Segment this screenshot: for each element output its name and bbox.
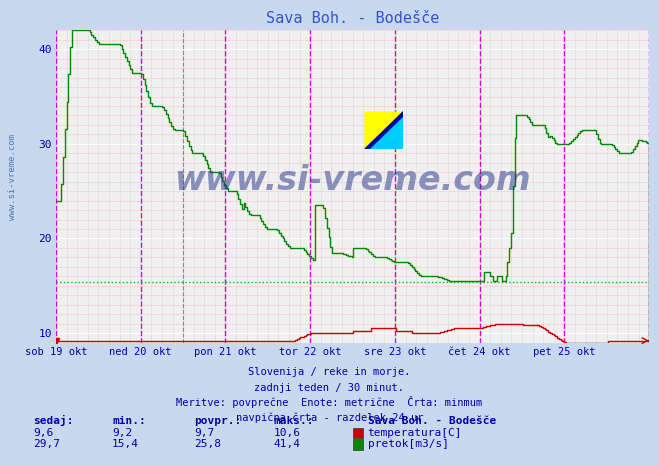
Text: 41,4: 41,4 <box>273 439 301 449</box>
Text: Slovenija / reke in morje.: Slovenija / reke in morje. <box>248 367 411 377</box>
Title: Sava Boh. - Bodešče: Sava Boh. - Bodešče <box>266 11 440 27</box>
Text: zadnji teden / 30 minut.: zadnji teden / 30 minut. <box>254 383 405 392</box>
Polygon shape <box>364 111 403 149</box>
Polygon shape <box>364 111 403 149</box>
Text: www.si-vreme.com: www.si-vreme.com <box>8 134 17 220</box>
Text: Sava Boh. - Bodešče: Sava Boh. - Bodešče <box>368 416 496 426</box>
Text: temperatura[C]: temperatura[C] <box>368 428 462 438</box>
Text: 10,6: 10,6 <box>273 428 301 438</box>
Text: min.:: min.: <box>112 416 146 426</box>
Text: 29,7: 29,7 <box>33 439 60 449</box>
Text: 25,8: 25,8 <box>194 439 221 449</box>
Text: 15,4: 15,4 <box>112 439 139 449</box>
Text: 9,2: 9,2 <box>112 428 132 438</box>
Text: 9,6: 9,6 <box>33 428 53 438</box>
Polygon shape <box>370 117 403 149</box>
Polygon shape <box>364 130 384 149</box>
Text: povpr.:: povpr.: <box>194 416 242 426</box>
Text: navpična črta - razdelek 24 ur: navpična črta - razdelek 24 ur <box>236 413 423 423</box>
Text: www.si-vreme.com: www.si-vreme.com <box>174 164 531 197</box>
Text: 9,7: 9,7 <box>194 428 215 438</box>
Text: pretok[m3/s]: pretok[m3/s] <box>368 439 449 449</box>
Text: maks.:: maks.: <box>273 416 314 426</box>
Text: Meritve: povprečne  Enote: metrične  Črta: minmum: Meritve: povprečne Enote: metrične Črta:… <box>177 396 482 408</box>
Text: sedaj:: sedaj: <box>33 415 73 426</box>
